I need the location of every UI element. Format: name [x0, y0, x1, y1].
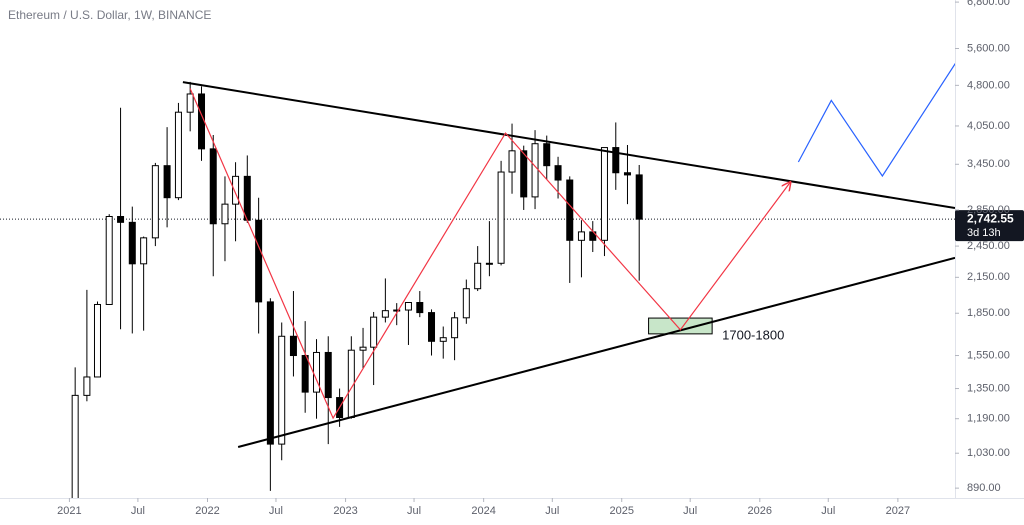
x-tick-label: Jul [683, 505, 697, 517]
candle-body [474, 262, 482, 290]
candle-body [174, 111, 182, 199]
last-price-label: 2,742.55 [967, 211, 1014, 225]
y-tick-label: 4,800.00 [967, 79, 1010, 91]
trend-line [237, 256, 955, 448]
candle-body [289, 335, 297, 357]
y-tick-label: 4,050.00 [967, 120, 1010, 132]
candle-body [359, 346, 367, 351]
projection-arrow [189, 88, 790, 420]
candle-body [255, 219, 263, 303]
projection-path [797, 62, 955, 178]
y-tick-label: 5,600.00 [967, 42, 1010, 54]
candle-body [635, 174, 643, 220]
candle-body [543, 143, 551, 167]
candle-body [324, 351, 332, 399]
plot-area: 1700-1800 [0, 62, 955, 498]
candle-body [623, 172, 631, 176]
candle-body [600, 147, 608, 241]
candle-body [531, 143, 539, 198]
candle-body [93, 303, 101, 378]
x-tick-label: Jul [131, 505, 145, 517]
y-tick-label: 1,850.00 [967, 307, 1010, 319]
y-tick-label: 890.00 [967, 482, 1001, 494]
candle-body [554, 165, 562, 181]
y-tick-label: 1,190.00 [967, 413, 1010, 425]
x-tick-label: Jul [269, 505, 283, 517]
last-price-box [955, 210, 1024, 242]
candle-body [301, 355, 309, 393]
candle-body [416, 302, 424, 314]
y-tick-label: 2,850.00 [967, 204, 1010, 216]
y-tick-label: 3,450.00 [967, 158, 1010, 170]
chart-title: Ethereum / U.S. Dollar, 1W, BINANCE [8, 8, 211, 22]
countdown-label: 3d 13h [967, 227, 1001, 239]
candle-body [439, 337, 447, 342]
y-tick-label: 6,800.00 [967, 0, 1010, 8]
x-tick-label: Jul [821, 505, 835, 517]
candle-body [221, 203, 229, 225]
candle-body [163, 165, 171, 199]
candle-body [577, 231, 585, 241]
x-tick-label: 2022 [195, 505, 219, 517]
candle-body [186, 93, 194, 113]
candle-body [404, 302, 412, 311]
x-tick-label: 2027 [886, 505, 910, 517]
candle-body [451, 317, 459, 339]
candle-body [83, 376, 91, 396]
x-tick-label: 2021 [57, 505, 81, 517]
candle-body [485, 262, 493, 265]
candle-body [566, 179, 574, 241]
candle-body [71, 394, 79, 498]
x-tick-label: Jul [545, 505, 559, 517]
zone-label: 1700-1800 [722, 327, 784, 342]
y-tick-label: 1,030.00 [967, 447, 1010, 459]
candle-body [520, 150, 528, 198]
x-tick-label: 2025 [609, 505, 633, 517]
candle-body [497, 171, 505, 264]
candle-body [278, 335, 286, 445]
trend-line [182, 81, 955, 210]
x-tick-label: 2023 [333, 505, 357, 517]
candle-body [381, 310, 389, 318]
y-tick-label: 1,550.00 [967, 349, 1010, 361]
candle-body [266, 301, 274, 445]
y-tick-label: 1,350.00 [967, 382, 1010, 394]
candle-body [508, 150, 516, 173]
candle-body [243, 175, 251, 221]
candle-body [612, 147, 620, 174]
candle-body [151, 165, 159, 239]
candle-body [370, 316, 378, 348]
candle-body [428, 312, 436, 342]
x-tick-label: Jul [407, 505, 421, 517]
candle-body [117, 215, 125, 223]
y-tick-label: 2,450.00 [967, 240, 1010, 252]
candle-body [232, 175, 240, 205]
candle-body [462, 288, 470, 319]
x-tick-label: 2026 [748, 505, 772, 517]
candle-body [140, 237, 148, 265]
candle-body [128, 221, 136, 265]
candle-body [198, 93, 206, 150]
x-tick-label: 2024 [471, 505, 495, 517]
candle-body [393, 309, 401, 312]
target-zone [648, 317, 713, 335]
overlay: 2,742.55 3d 13h [955, 210, 1024, 242]
candle-body [209, 148, 217, 225]
y-tick-label: 2,150.00 [967, 271, 1010, 283]
candle-body [105, 215, 113, 305]
